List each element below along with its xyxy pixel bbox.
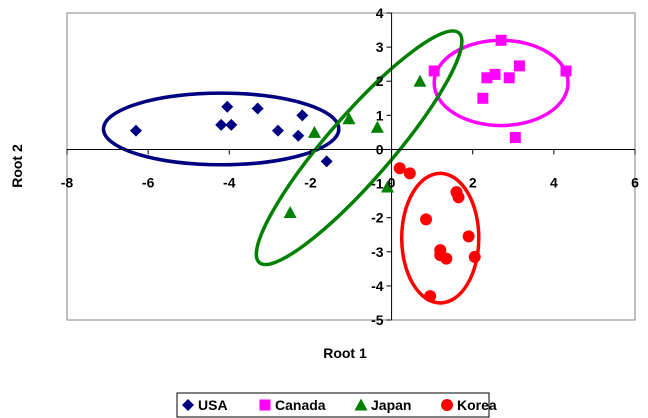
legend-label-usa: USA (198, 397, 228, 413)
point-usa (225, 118, 238, 131)
cluster-ellipses (101, 29, 570, 305)
point-usa (296, 109, 309, 122)
point-usa (221, 100, 234, 113)
y-tick-label: 3 (376, 39, 384, 55)
point-usa (251, 102, 264, 115)
legend-marker-japan (354, 398, 368, 411)
data-points (129, 34, 572, 303)
point-canada (477, 92, 489, 104)
point-korea (440, 252, 453, 265)
point-korea (403, 167, 416, 180)
point-japan (307, 125, 321, 138)
y-tick-label: 1 (376, 107, 384, 123)
x-axis-title: Root 1 (323, 345, 367, 361)
point-korea (452, 191, 465, 204)
point-canada (509, 132, 521, 144)
point-usa (129, 124, 142, 137)
x-tick-label: -4 (223, 174, 236, 190)
point-usa (271, 124, 284, 137)
x-tick-label: -6 (142, 174, 155, 190)
y-tick-label: -3 (371, 244, 384, 260)
ellipse-usa (101, 91, 341, 167)
legend-marker-usa (182, 399, 194, 411)
point-canada (489, 68, 501, 80)
point-japan (283, 206, 297, 219)
legend-label-canada: Canada (275, 397, 326, 413)
plot-area-border (66, 12, 636, 321)
point-canada (428, 65, 440, 77)
point-korea (393, 162, 406, 175)
point-canada (560, 65, 572, 77)
x-tick-label: 6 (631, 174, 639, 190)
point-canada (495, 34, 507, 46)
legend-label-japan: Japan (371, 397, 411, 413)
point-japan (413, 74, 427, 87)
point-japan (342, 112, 356, 125)
x-tick-label: -8 (61, 174, 74, 190)
legend-marker-canada (259, 399, 271, 411)
point-canada (513, 60, 525, 72)
y-tick-label: -4 (371, 278, 384, 294)
ellipse-japan (254, 29, 464, 267)
axes (66, 12, 636, 321)
y-tick-label: 2 (376, 73, 384, 89)
y-tick-label: 0 (376, 141, 384, 157)
point-canada (481, 72, 493, 84)
legend-label-korea: Korea (457, 397, 497, 413)
x-tick-label: 4 (550, 174, 558, 190)
x-tick-label: 2 (469, 174, 477, 190)
point-usa (215, 118, 228, 131)
point-canada (503, 72, 515, 84)
y-tick-label: 4 (376, 5, 384, 21)
legend: USA Canada Japan Korea (176, 392, 497, 418)
ellipse-canada (432, 38, 570, 128)
point-usa (292, 129, 305, 142)
point-japan (370, 120, 384, 133)
point-korea (468, 250, 481, 263)
legend-marker-korea (441, 399, 453, 411)
y-tick-label: -5 (371, 312, 384, 328)
x-tick-label: -2 (304, 174, 317, 190)
point-usa (320, 155, 333, 168)
point-korea (462, 230, 475, 243)
point-japan (381, 180, 395, 193)
point-korea (424, 290, 437, 303)
y-axis-title: Root 2 (9, 144, 25, 188)
x-tick-label: 0 (388, 174, 396, 190)
ellipse-korea (399, 171, 481, 305)
point-korea (420, 213, 433, 226)
legend-box (176, 392, 490, 418)
y-tick-label: -1 (371, 176, 384, 192)
y-tick-label: -2 (371, 210, 384, 226)
